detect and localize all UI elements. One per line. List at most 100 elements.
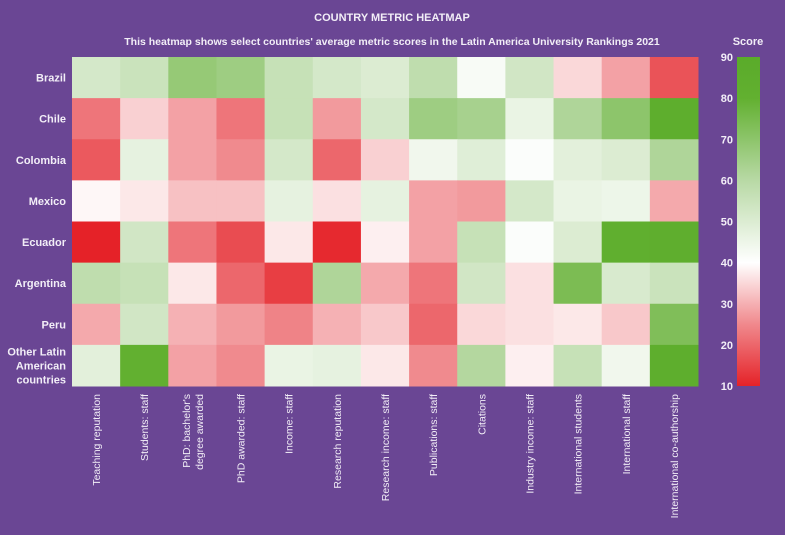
heatmap-cell [264, 180, 314, 222]
column-label: Industry income: staff [524, 394, 536, 494]
heatmap-cell [264, 221, 314, 264]
colorbar-tick-label: 90 [721, 52, 733, 64]
heatmap-cell [649, 262, 699, 305]
column-label: Citations [476, 394, 488, 435]
heatmap-cell [72, 57, 121, 99]
colorbar-tick-label: 30 [721, 299, 733, 311]
column-label: Publications: staff [428, 394, 440, 476]
heatmap-cell [601, 344, 651, 387]
heatmap-cell [120, 98, 169, 140]
column-label: International students [573, 394, 585, 494]
colorbar-tick-label: 10 [721, 381, 733, 393]
heatmap-cell [409, 180, 458, 222]
heatmap-cell [649, 57, 699, 99]
heatmap-cell [409, 98, 458, 140]
heatmap-cell [409, 57, 458, 99]
heatmap-cell [72, 221, 121, 264]
column-label: Students: staff [139, 394, 151, 461]
heatmap-cell [649, 303, 699, 346]
chart-subtitle: This heatmap shows select countries' ave… [124, 36, 660, 48]
heatmap-cell [264, 57, 314, 99]
row-label: Peru [42, 319, 66, 331]
column-label: Research income: staff [380, 394, 392, 501]
heatmap-cell [553, 139, 603, 181]
heatmap-cell [553, 262, 603, 305]
heatmap-cell [72, 139, 121, 181]
heatmap-cell [168, 221, 217, 264]
heatmap-cell [168, 98, 217, 140]
heatmap-cell [264, 344, 314, 387]
heatmap-cell [72, 98, 121, 140]
heatmap-cell [216, 139, 266, 181]
column-label: Teaching reputation [91, 394, 103, 486]
heatmap-cell [505, 139, 555, 181]
heatmap-cell [72, 303, 121, 346]
heatmap-cell [649, 180, 699, 222]
heatmap-cell [553, 180, 603, 222]
heatmap-cell [409, 221, 458, 264]
colorbar [737, 57, 760, 386]
heatmap-cell [649, 344, 699, 387]
heatmap-cell [601, 98, 651, 140]
heatmap-cell [649, 139, 699, 181]
heatmap-cell [120, 221, 169, 264]
heatmap-cell [312, 57, 362, 99]
heatmap-cell [649, 98, 699, 140]
heatmap-cell [601, 262, 651, 305]
heatmap-cell [360, 303, 410, 346]
heatmap-cell [505, 344, 555, 387]
heatmap-cell [505, 262, 555, 305]
column-label: International co-authorship [669, 394, 681, 518]
heatmap-cell [120, 303, 169, 346]
heatmap-cell [457, 344, 506, 387]
heatmap-cell [457, 98, 506, 140]
heatmap-cell [457, 180, 506, 222]
heatmap-cell [312, 98, 362, 140]
heatmap-cell [553, 221, 603, 264]
heatmap-cell [360, 262, 410, 305]
row-label: Argentina [15, 278, 67, 290]
heatmap-cell [216, 344, 266, 387]
heatmap-cell [360, 221, 410, 264]
heatmap-cell [216, 262, 266, 305]
heatmap-cell [264, 139, 314, 181]
colorbar-tick-label: 80 [721, 93, 733, 105]
heatmap-cell [360, 57, 410, 99]
heatmap-cell [216, 57, 266, 99]
heatmap-cell [168, 262, 217, 305]
heatmap-cell [409, 139, 458, 181]
heatmap-cell [505, 303, 555, 346]
heatmap-cell [168, 180, 217, 222]
colorbar-tick-label: 20 [721, 340, 733, 352]
colorbar-tick-label: 40 [721, 258, 733, 270]
column-label: PhD: bachelor'sdegree awarded [181, 394, 206, 470]
heatmap-cell [409, 344, 458, 387]
row-label: Mexico [29, 196, 67, 208]
heatmap-cell [168, 344, 217, 387]
heatmap-cell [457, 303, 506, 346]
heatmap-cell [601, 139, 651, 181]
heatmap-cell [216, 303, 266, 346]
heatmap-cell [312, 139, 362, 181]
heatmap-cell [505, 221, 555, 264]
heatmap-cell [168, 303, 217, 346]
heatmap-cell [72, 344, 121, 387]
column-label: Income: staff [284, 394, 296, 454]
heatmap-cell [409, 303, 458, 346]
heatmap-cell [312, 221, 362, 264]
colorbar-tick-label: 60 [721, 175, 733, 187]
row-label: Colombia [16, 155, 67, 167]
colorbar-tick-label: 50 [721, 217, 733, 229]
chart-title: COUNTRY METRIC HEATMAP [314, 12, 470, 24]
heatmap-cell [553, 57, 603, 99]
heatmap-cell [216, 98, 266, 140]
heatmap-cell [312, 180, 362, 222]
heatmap-cell [72, 262, 121, 305]
heatmap-cell [264, 98, 314, 140]
heatmap-cell [120, 180, 169, 222]
heatmap-cell [360, 98, 410, 140]
column-label: PhD awarded: staff [236, 394, 248, 483]
heatmap-cell [360, 139, 410, 181]
heatmap-cell [312, 344, 362, 387]
